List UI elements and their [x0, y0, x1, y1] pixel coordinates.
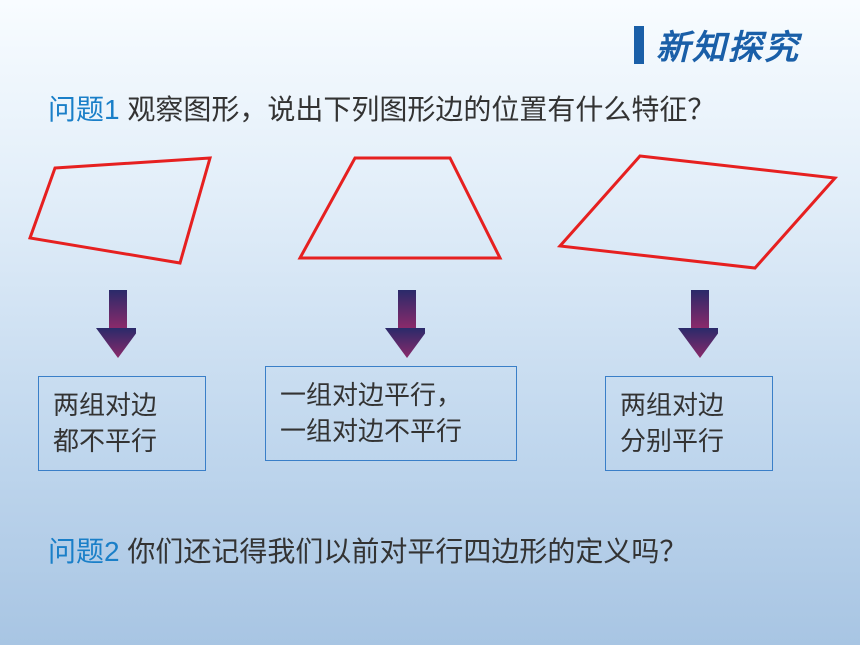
question-1-label: 问题1 — [48, 94, 120, 125]
description-box-3: 两组对边 分别平行 — [605, 376, 773, 471]
shapes-row — [0, 140, 860, 290]
down-arrow-icon — [678, 290, 718, 360]
description-line: 一组对边平行， — [280, 377, 502, 413]
question-1-text: 观察图形，说出下列图形边的位置有什么特征？ — [127, 94, 715, 125]
shape-parallelogram — [555, 148, 845, 278]
header-title: 新知探究 — [656, 20, 800, 69]
question-2: 问题2 你们还记得我们以前对平行四边形的定义吗？ — [48, 530, 687, 570]
shape-quadrilateral — [15, 148, 225, 278]
down-arrow-icon — [385, 290, 425, 360]
down-arrow-icon — [96, 290, 136, 360]
description-box-1: 两组对边 都不平行 — [38, 376, 206, 471]
description-line: 两组对边 — [620, 387, 758, 423]
description-box-2: 一组对边平行， 一组对边不平行 — [265, 366, 517, 461]
description-line: 一组对边不平行 — [280, 413, 502, 449]
description-line: 都不平行 — [53, 423, 191, 459]
shape-trapezoid-poly — [300, 158, 500, 258]
question-2-label: 问题2 — [48, 536, 120, 567]
slide-header: 新知探究 — [634, 20, 800, 69]
question-2-text: 你们还记得我们以前对平行四边形的定义吗？ — [127, 536, 687, 567]
question-1: 问题1 观察图形，说出下列图形边的位置有什么特征？ — [48, 88, 715, 128]
description-line: 两组对边 — [53, 387, 191, 423]
header-accent-bar — [634, 26, 644, 64]
description-line: 分别平行 — [620, 423, 758, 459]
shape-quadrilateral-poly — [30, 158, 210, 263]
shape-parallelogram-poly — [560, 156, 835, 268]
shape-trapezoid — [295, 148, 510, 273]
